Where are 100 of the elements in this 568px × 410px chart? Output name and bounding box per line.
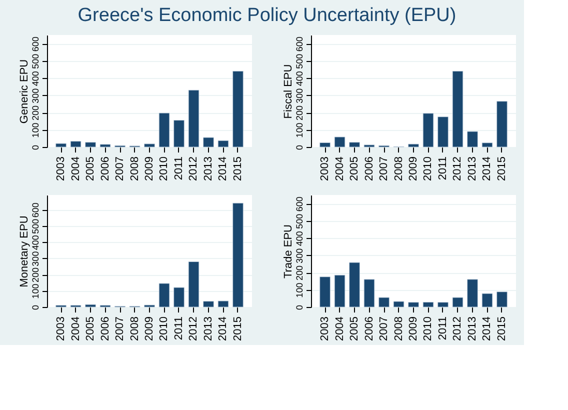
bar xyxy=(158,112,170,148)
bar xyxy=(144,144,155,148)
bar xyxy=(422,113,434,148)
bar xyxy=(203,301,214,308)
bar xyxy=(438,302,448,308)
x-tick-label: 2013 xyxy=(466,156,478,181)
bar xyxy=(467,131,478,148)
x-tick-label: 2005 xyxy=(348,156,361,181)
bar xyxy=(334,136,346,148)
x-tick-label: 2011 xyxy=(172,316,185,340)
y-axis-title: Trade EPU xyxy=(282,224,294,279)
x-tick-label: 2008 xyxy=(128,316,141,341)
x-tick-label: 2004 xyxy=(334,316,346,341)
y-tick-label: 600 xyxy=(30,202,40,218)
bar xyxy=(408,302,419,308)
x-tick-label: 2011 xyxy=(172,156,185,180)
bar xyxy=(85,304,96,308)
bar xyxy=(188,90,200,148)
bar xyxy=(320,142,330,148)
x-tick-label: 2004 xyxy=(70,316,82,341)
x-tick-label: 2007 xyxy=(378,156,390,181)
y-tick-label: 600 xyxy=(294,36,304,52)
y-tick-label: 100 xyxy=(294,282,304,298)
bar xyxy=(349,142,360,148)
bar xyxy=(438,116,448,148)
x-tick-label: 2015 xyxy=(232,316,244,341)
bar xyxy=(393,301,404,308)
y-tick-label: 300 xyxy=(30,251,40,266)
bar xyxy=(85,142,96,148)
bar xyxy=(364,144,375,148)
bar xyxy=(496,101,508,148)
y-tick-label: 200 xyxy=(294,106,304,121)
bar xyxy=(378,297,390,308)
x-tick-label: 2003 xyxy=(319,316,332,341)
x-tick-label: 2009 xyxy=(144,316,156,341)
x-tick-label: 2015 xyxy=(232,156,244,181)
x-tick-label: 2015 xyxy=(496,156,508,181)
bar xyxy=(218,140,229,148)
x-tick-label: 2008 xyxy=(392,316,405,341)
y-tick-label: 0 xyxy=(30,144,40,150)
x-tick-label: 2012 xyxy=(452,316,464,341)
bar xyxy=(158,283,170,308)
y-tick-label: 400 xyxy=(30,235,40,250)
x-tick-label: 2004 xyxy=(334,156,346,181)
bar xyxy=(320,276,330,308)
y-axis-title: Monetary EPU xyxy=(18,216,30,288)
x-tick-label: 2012 xyxy=(188,316,200,341)
bar xyxy=(349,262,360,308)
bar xyxy=(452,297,464,308)
x-tick-label: 2011 xyxy=(436,316,449,340)
x-tick-label: 2006 xyxy=(99,316,112,341)
x-tick-label: 2003 xyxy=(55,316,68,341)
x-tick-label: 2014 xyxy=(217,156,230,181)
y-tick-label: 100 xyxy=(30,284,40,299)
x-tick-label: 2012 xyxy=(188,156,200,181)
x-tick-label: 2006 xyxy=(363,156,376,181)
bar xyxy=(452,70,464,148)
y-tick-label: 500 xyxy=(30,54,40,69)
bar xyxy=(364,279,375,308)
x-tick-label: 2010 xyxy=(158,316,170,341)
bar xyxy=(188,261,200,308)
chart-title: Greece's Economic Policy Uncertainty (EPU) xyxy=(78,5,456,26)
bar xyxy=(174,120,184,148)
y-tick-label: 400 xyxy=(294,231,304,246)
y-tick-label: 300 xyxy=(30,88,40,104)
y-tick-label: 500 xyxy=(294,54,304,69)
y-tick-label: 300 xyxy=(294,88,304,104)
bar xyxy=(203,137,214,148)
x-tick-label: 2007 xyxy=(114,316,126,341)
x-tick-label: 2006 xyxy=(363,316,376,341)
x-tick-label: 2013 xyxy=(202,316,214,341)
y-tick-label: 400 xyxy=(294,71,304,86)
y-axis-title: Fiscal EPU xyxy=(282,64,294,119)
x-tick-label: 2007 xyxy=(378,316,390,341)
bar xyxy=(174,287,184,308)
x-tick-label: 2013 xyxy=(466,316,478,341)
x-tick-label: 2009 xyxy=(408,316,420,341)
y-tick-label: 300 xyxy=(294,248,304,264)
x-tick-label: 2007 xyxy=(114,156,126,181)
bar xyxy=(232,202,244,308)
x-tick-label: 2004 xyxy=(70,156,82,181)
bar xyxy=(56,143,66,148)
x-tick-label: 2010 xyxy=(422,316,434,341)
y-tick-label: 100 xyxy=(30,122,40,138)
x-tick-label: 2010 xyxy=(158,156,170,181)
x-tick-label: 2006 xyxy=(99,156,112,181)
y-tick-label: 500 xyxy=(30,218,40,234)
y-tick-label: 200 xyxy=(30,106,40,121)
y-tick-label: 200 xyxy=(30,268,40,283)
bar xyxy=(496,292,508,308)
x-tick-label: 2005 xyxy=(84,156,97,181)
x-tick-label: 2003 xyxy=(55,156,68,181)
y-tick-label: 500 xyxy=(294,214,304,229)
x-tick-label: 2011 xyxy=(436,156,449,180)
x-tick-label: 2010 xyxy=(422,156,434,181)
y-tick-label: 200 xyxy=(294,266,304,281)
x-tick-label: 2014 xyxy=(481,316,494,341)
bar xyxy=(100,144,111,148)
x-tick-label: 2013 xyxy=(202,156,214,181)
x-tick-label: 2014 xyxy=(217,316,230,341)
